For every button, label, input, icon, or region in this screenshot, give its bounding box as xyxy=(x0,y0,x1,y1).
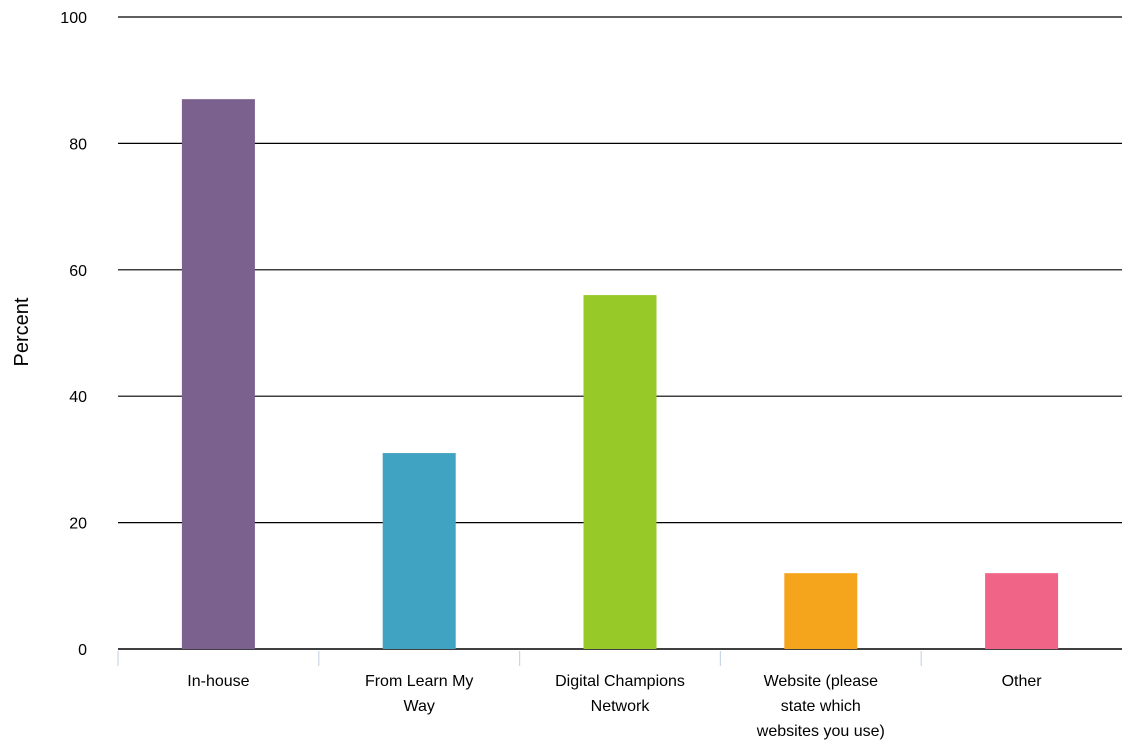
y-axis-label: Percent xyxy=(11,297,33,366)
x-category-label: In-house xyxy=(187,673,249,690)
y-tick-label: 0 xyxy=(78,642,87,659)
y-tick-label: 100 xyxy=(60,10,87,27)
x-category-label: From Learn My Way xyxy=(365,673,473,715)
x-category-label: Website (please state which websites you u… xyxy=(756,673,885,740)
bar xyxy=(583,295,657,649)
y-tick-label: 40 xyxy=(69,389,87,406)
x-category-label: Other xyxy=(1002,673,1043,690)
bars xyxy=(181,99,1059,649)
bar xyxy=(181,99,255,649)
y-tick-labels: 0 20 40 60 80 100 xyxy=(60,10,87,659)
bar xyxy=(784,573,858,649)
bar xyxy=(985,573,1059,649)
bar xyxy=(382,453,456,649)
x-category-label: Digital Champions Network xyxy=(555,673,685,715)
y-tick-label: 60 xyxy=(69,263,87,280)
y-tick-label: 80 xyxy=(69,136,87,153)
y-tick-label: 20 xyxy=(69,516,87,533)
x-category-labels: In-house From Learn My Way Digital Champion… xyxy=(187,673,1042,740)
